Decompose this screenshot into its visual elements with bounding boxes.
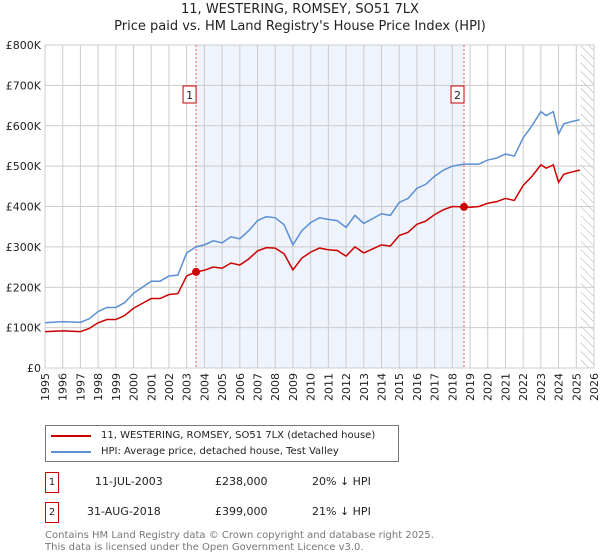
legend-label: 11, WESTERING, ROMSEY, SO51 7LX (detache… xyxy=(101,430,376,441)
x-tick-label: 2021 xyxy=(499,373,512,401)
x-tick-label: 2009 xyxy=(287,373,300,401)
x-tick-label: 1997 xyxy=(74,373,87,401)
y-tick-label: £0 xyxy=(27,362,41,375)
plot-frame xyxy=(44,44,595,369)
sale-date: 11-JUL-2003 xyxy=(95,475,163,488)
x-tick-label: 2022 xyxy=(517,373,530,401)
x-tick-label: 2006 xyxy=(234,373,247,401)
sale-date: 31-AUG-2018 xyxy=(87,505,161,518)
x-tick-label: 2020 xyxy=(482,373,495,401)
sale-annotation-label: 1 xyxy=(186,89,193,102)
y-tick-label: £400K xyxy=(6,201,42,214)
chart-subtitle: Price paid vs. HM Land Registry's House … xyxy=(114,19,486,34)
y-tick-label: £700K xyxy=(6,79,42,92)
sale-annotation-box xyxy=(450,85,465,104)
sale-annotation-label: 2 xyxy=(454,89,461,102)
x-tick-label: 2026 xyxy=(588,373,600,401)
x-tick-label: 2004 xyxy=(198,373,211,401)
series-line xyxy=(44,110,580,324)
x-tick-label: 2017 xyxy=(429,373,442,401)
sale-row: 1 11-JUL-2003 £238,000 20% ↓ HPI xyxy=(45,472,445,493)
x-tick-label: 2007 xyxy=(252,373,265,401)
footer: Contains HM Land Registry data © Crown c… xyxy=(45,530,434,554)
x-tick-label: 2012 xyxy=(340,373,353,401)
y-tick-label: £300K xyxy=(6,241,42,254)
x-tick-label: 1998 xyxy=(92,373,105,401)
x-tick-label: 2023 xyxy=(535,373,548,401)
sale-annotation-box xyxy=(182,85,197,104)
x-tick-label: 2000 xyxy=(128,373,141,401)
x-tick-label: 1999 xyxy=(110,373,123,401)
x-tick-label: 2010 xyxy=(305,373,318,401)
price-chart: 1995 1996 1997 1998 1999 2000 2001 2002 2003 2004… xyxy=(6,39,600,401)
x-tick-label: 2025 xyxy=(570,373,583,401)
y-tick-label: £600K xyxy=(6,120,42,133)
footer-line: This data is licensed under the Open Gov… xyxy=(45,542,364,553)
legend: 11, WESTERING, ROMSEY, SO51 7LX (detache… xyxy=(45,425,399,462)
legend-swatch-red xyxy=(51,434,91,437)
footer-line: Contains HM Land Registry data © Crown c… xyxy=(45,530,434,541)
x-tick-label: 2001 xyxy=(145,373,158,401)
sale-badge: 1 xyxy=(45,472,59,493)
sale-delta: 21% ↓ HPI xyxy=(312,505,371,518)
sale-price: £399,000 xyxy=(215,505,268,518)
x-tick-label: 1996 xyxy=(57,373,70,401)
sale-point xyxy=(460,202,469,211)
x-tick-label: 2003 xyxy=(181,373,194,401)
legend-swatch-blue xyxy=(51,450,91,453)
sale-badge: 2 xyxy=(45,502,59,523)
x-tick-label: 2014 xyxy=(375,373,388,401)
y-tick-label: £500K xyxy=(6,160,42,173)
x-tick-label: 2016 xyxy=(411,373,424,401)
x-tick-label: 2015 xyxy=(393,373,406,401)
y-tick-label: £800K xyxy=(6,39,42,52)
x-tick-label: 2002 xyxy=(163,373,176,401)
x-tick-label: 2005 xyxy=(216,373,229,401)
y-tick-label: £200K xyxy=(6,281,42,294)
chart-title: 11, WESTERING, ROMSEY, SO51 7LX xyxy=(181,2,419,17)
x-tick-label: 2011 xyxy=(322,373,335,401)
sale-row: 2 31-AUG-2018 £399,000 21% ↓ HPI xyxy=(45,502,445,523)
sale-delta: 20% ↓ HPI xyxy=(312,475,371,488)
sale-price: £238,000 xyxy=(215,475,268,488)
legend-label: HPI: Average price, detached house, Test… xyxy=(101,446,339,457)
x-tick-label: 2024 xyxy=(553,373,566,401)
legend-item-property: 11, WESTERING, ROMSEY, SO51 7LX (detache… xyxy=(51,430,375,441)
series-line xyxy=(44,163,580,333)
y-tick-label: £100K xyxy=(6,322,42,335)
x-tick-label: 2013 xyxy=(358,373,371,401)
legend-item-hpi: HPI: Average price, detached house, Test… xyxy=(51,446,339,457)
x-tick-label: 2019 xyxy=(464,373,477,401)
x-tick-label: 2018 xyxy=(446,373,459,401)
sale-point xyxy=(192,267,201,276)
x-tick-label: 1995 xyxy=(39,373,52,401)
x-tick-label: 2008 xyxy=(269,373,282,401)
